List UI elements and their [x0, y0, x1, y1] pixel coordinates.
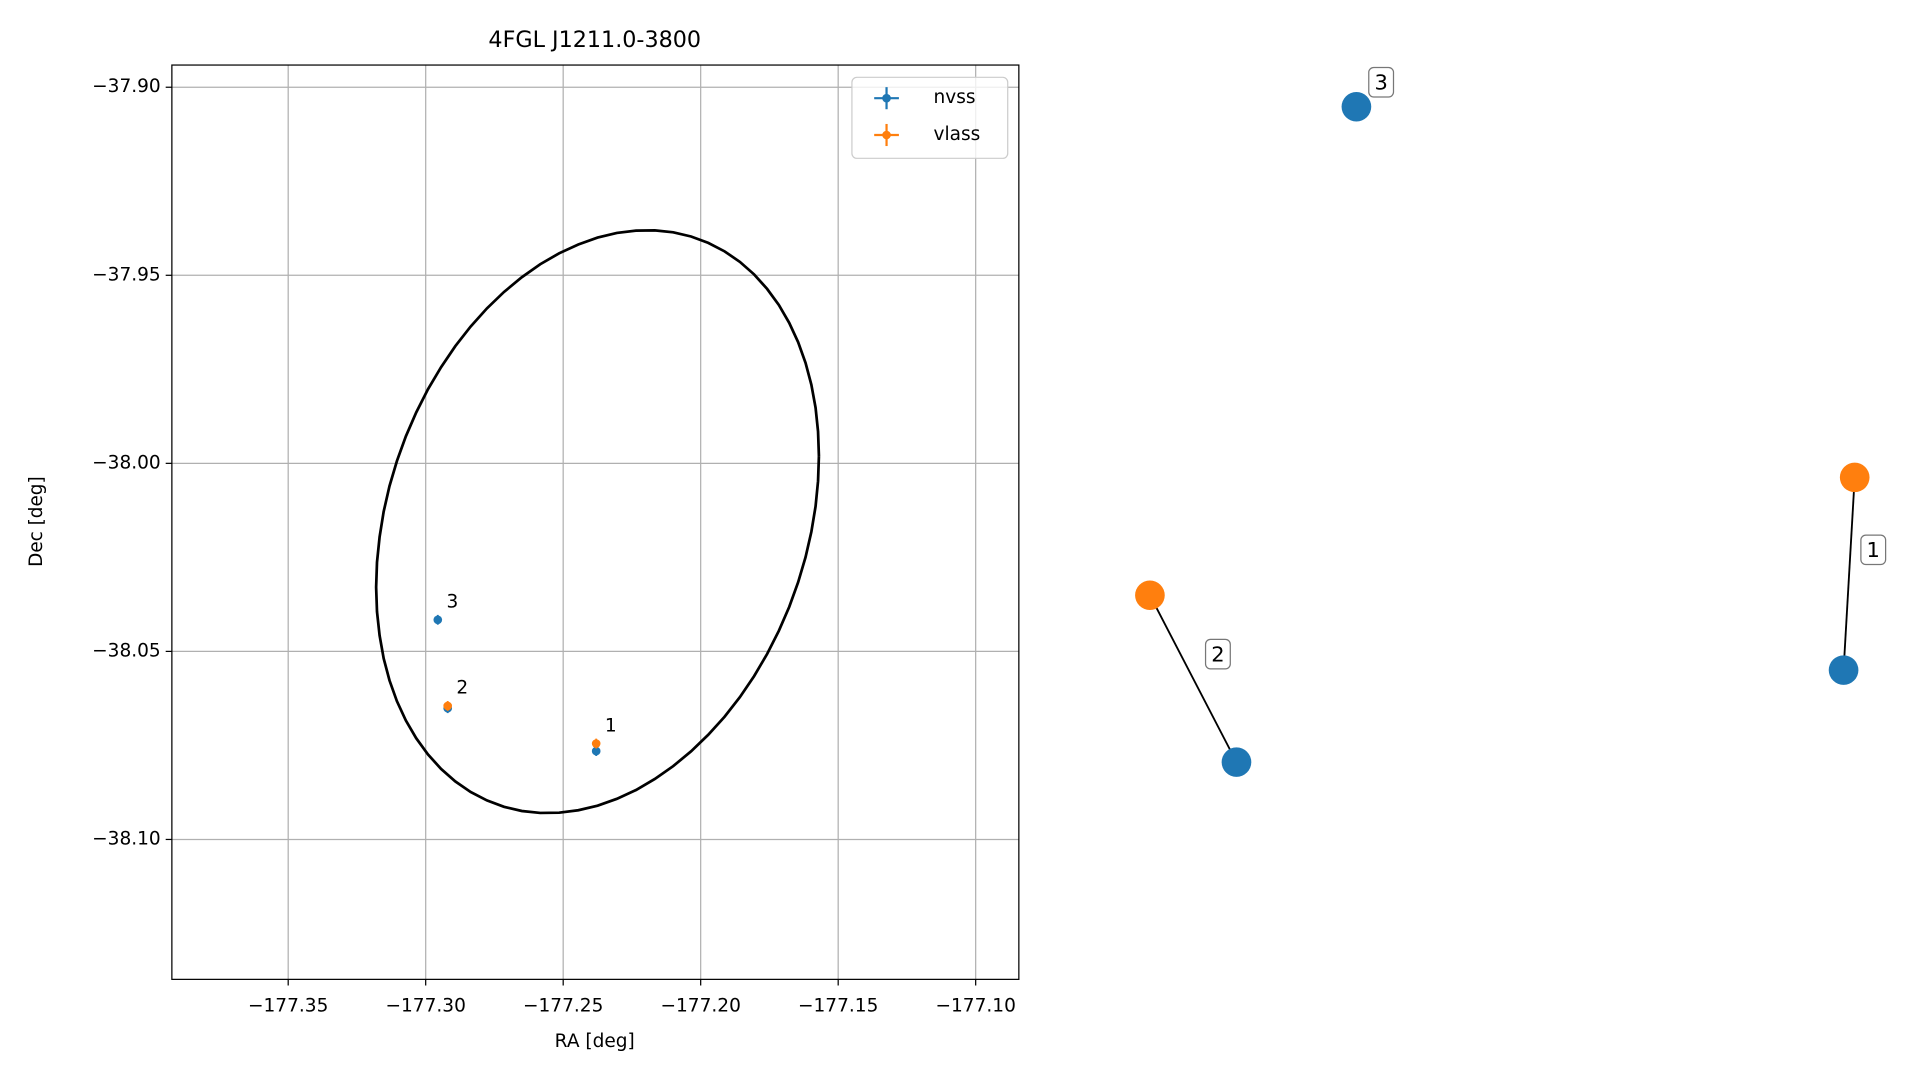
y-tick-label: −37.95 [92, 264, 161, 285]
ellipse [374, 229, 821, 815]
x-tick-label: −177.15 [798, 995, 878, 1016]
legend-label: vlass [934, 124, 981, 145]
graph-node [1135, 580, 1165, 610]
axes-frame [171, 64, 1020, 980]
annotation: 3 [446, 592, 458, 613]
graph-node [1828, 655, 1859, 685]
graph-node [1221, 747, 1252, 777]
x-tick-label: −177.20 [660, 995, 740, 1016]
x-tick-label: −177.25 [523, 995, 603, 1016]
data-point [433, 614, 443, 625]
x-tick-label: −177.10 [935, 995, 1015, 1016]
edge-label: 3 [1374, 71, 1387, 95]
x-tick-label: −177.35 [248, 995, 328, 1016]
x-tick-label: −177.30 [385, 995, 465, 1016]
graph-edge [1149, 594, 1238, 763]
annotation: 1 [605, 715, 617, 736]
graph-node [1341, 92, 1372, 122]
annotation: 2 [456, 678, 468, 699]
graph-node [1839, 462, 1870, 493]
y-axis-label: Dec [deg] [26, 476, 47, 567]
legend-box [851, 76, 1009, 159]
y-tick-label: −38.10 [92, 828, 161, 849]
graph-panel: 1 2 3 [1135, 66, 1887, 777]
graph-edge [1842, 477, 1856, 671]
data-point [443, 701, 453, 711]
legend-marker [882, 130, 891, 140]
marker [591, 739, 601, 748]
legend-marker [882, 93, 891, 103]
chart-title: 4FGL J1211.0-3800 [488, 27, 701, 53]
edge-label-box [1368, 66, 1395, 98]
marker [433, 615, 443, 625]
edge-label: 1 [1867, 538, 1880, 562]
marker [443, 701, 453, 711]
edge-label: 2 [1211, 642, 1224, 666]
marker [591, 746, 601, 756]
legend-label: nvss [934, 87, 976, 108]
y-tick-label: −38.05 [92, 640, 161, 661]
edge-label-box [1860, 534, 1887, 566]
y-tick-label: −38.00 [92, 452, 161, 473]
plot-area: −177.35 −177.30 −177.25 −177.20 −177.15 −177.… [92, 64, 1020, 1016]
edge-label-box [1204, 638, 1231, 670]
y-tick-label: −37.90 [92, 76, 161, 97]
data-point [591, 738, 601, 749]
x-axis-label: RA [deg] [555, 1031, 635, 1052]
